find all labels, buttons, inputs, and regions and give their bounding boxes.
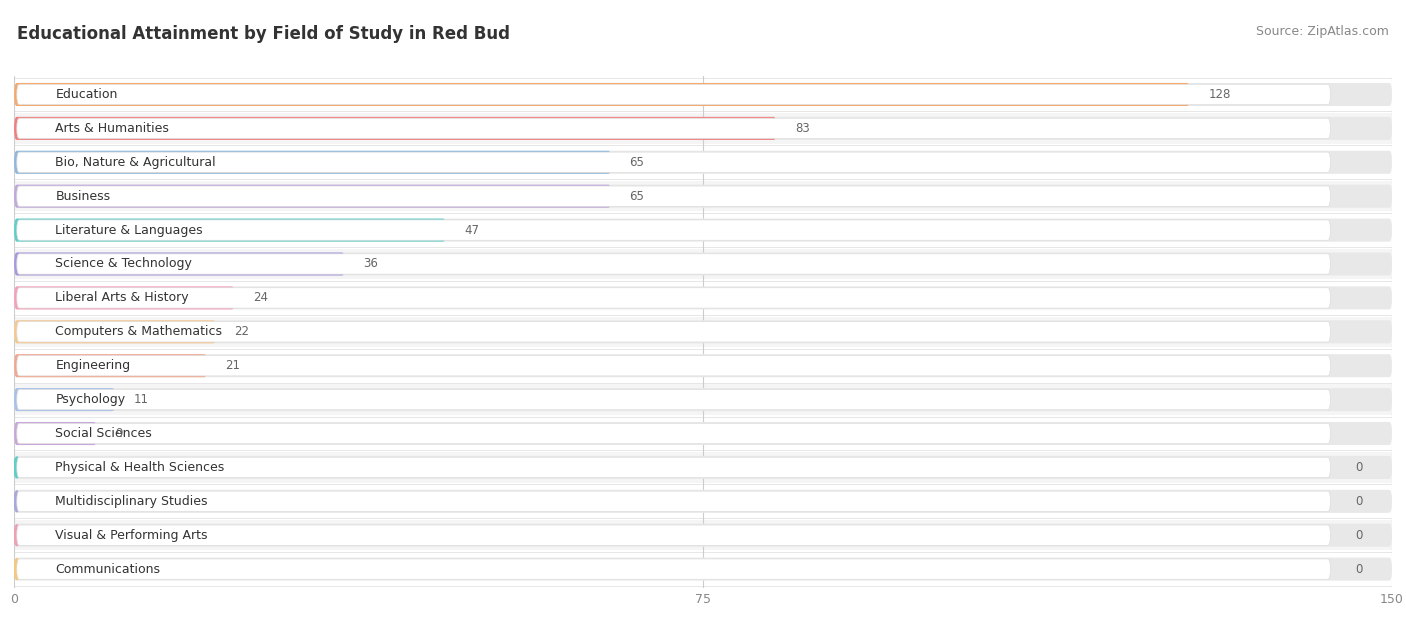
Text: 47: 47 bbox=[464, 224, 479, 236]
FancyBboxPatch shape bbox=[14, 151, 1392, 174]
Text: 0: 0 bbox=[1355, 461, 1362, 474]
FancyBboxPatch shape bbox=[14, 283, 1392, 313]
FancyBboxPatch shape bbox=[14, 252, 1392, 276]
Text: Psychology: Psychology bbox=[55, 393, 125, 406]
FancyBboxPatch shape bbox=[17, 356, 1330, 376]
Text: Educational Attainment by Field of Study in Red Bud: Educational Attainment by Field of Study… bbox=[17, 25, 510, 43]
FancyBboxPatch shape bbox=[14, 181, 1392, 212]
FancyBboxPatch shape bbox=[17, 559, 1330, 580]
FancyBboxPatch shape bbox=[14, 388, 1392, 411]
FancyBboxPatch shape bbox=[14, 113, 1392, 143]
Text: Science & Technology: Science & Technology bbox=[55, 257, 193, 270]
FancyBboxPatch shape bbox=[14, 320, 217, 343]
FancyBboxPatch shape bbox=[17, 220, 1330, 240]
FancyBboxPatch shape bbox=[17, 152, 1330, 173]
Text: Arts & Humanities: Arts & Humanities bbox=[55, 122, 169, 135]
FancyBboxPatch shape bbox=[14, 384, 1392, 415]
Text: Social Sciences: Social Sciences bbox=[55, 427, 152, 440]
Text: Physical & Health Sciences: Physical & Health Sciences bbox=[55, 461, 225, 474]
FancyBboxPatch shape bbox=[14, 286, 1392, 310]
FancyBboxPatch shape bbox=[14, 83, 1189, 106]
FancyBboxPatch shape bbox=[14, 557, 1392, 581]
FancyBboxPatch shape bbox=[17, 457, 1330, 478]
FancyBboxPatch shape bbox=[14, 351, 1392, 381]
Text: Engineering: Engineering bbox=[55, 359, 131, 372]
Text: 65: 65 bbox=[630, 190, 644, 203]
FancyBboxPatch shape bbox=[17, 525, 1330, 545]
Text: Liberal Arts & History: Liberal Arts & History bbox=[55, 291, 188, 305]
FancyBboxPatch shape bbox=[14, 215, 1392, 245]
FancyBboxPatch shape bbox=[14, 219, 446, 241]
FancyBboxPatch shape bbox=[14, 422, 1392, 445]
Text: Source: ZipAtlas.com: Source: ZipAtlas.com bbox=[1256, 25, 1389, 39]
FancyBboxPatch shape bbox=[17, 491, 1330, 511]
Text: 36: 36 bbox=[363, 257, 378, 270]
FancyBboxPatch shape bbox=[14, 286, 235, 310]
Text: 65: 65 bbox=[630, 156, 644, 169]
Text: 128: 128 bbox=[1208, 88, 1230, 101]
Text: 21: 21 bbox=[225, 359, 240, 372]
FancyBboxPatch shape bbox=[17, 186, 1330, 207]
FancyBboxPatch shape bbox=[14, 219, 1392, 241]
FancyBboxPatch shape bbox=[17, 423, 1330, 444]
Text: 83: 83 bbox=[794, 122, 810, 135]
Text: 11: 11 bbox=[134, 393, 149, 406]
FancyBboxPatch shape bbox=[17, 254, 1330, 274]
Text: 9: 9 bbox=[115, 427, 122, 440]
FancyBboxPatch shape bbox=[14, 354, 207, 377]
Text: Multidisciplinary Studies: Multidisciplinary Studies bbox=[55, 495, 208, 507]
FancyBboxPatch shape bbox=[17, 118, 1330, 138]
FancyBboxPatch shape bbox=[17, 322, 1330, 342]
Text: Bio, Nature & Agricultural: Bio, Nature & Agricultural bbox=[55, 156, 217, 169]
FancyBboxPatch shape bbox=[14, 520, 1392, 550]
FancyBboxPatch shape bbox=[14, 554, 1392, 585]
Text: 0: 0 bbox=[1355, 562, 1362, 576]
FancyBboxPatch shape bbox=[14, 452, 1392, 483]
Text: 24: 24 bbox=[253, 291, 269, 305]
FancyBboxPatch shape bbox=[14, 418, 1392, 449]
Text: Visual & Performing Arts: Visual & Performing Arts bbox=[55, 529, 208, 542]
Circle shape bbox=[14, 457, 20, 478]
FancyBboxPatch shape bbox=[14, 83, 1392, 106]
Text: 0: 0 bbox=[1355, 529, 1362, 542]
Text: 0: 0 bbox=[1355, 495, 1362, 507]
FancyBboxPatch shape bbox=[14, 354, 1392, 377]
FancyBboxPatch shape bbox=[14, 151, 612, 174]
Circle shape bbox=[14, 491, 20, 512]
Circle shape bbox=[14, 559, 20, 580]
Text: 22: 22 bbox=[235, 325, 249, 338]
Circle shape bbox=[14, 525, 20, 545]
FancyBboxPatch shape bbox=[14, 388, 115, 411]
FancyBboxPatch shape bbox=[14, 147, 1392, 178]
Text: Education: Education bbox=[55, 88, 118, 101]
FancyBboxPatch shape bbox=[14, 79, 1392, 110]
FancyBboxPatch shape bbox=[14, 486, 1392, 516]
FancyBboxPatch shape bbox=[14, 117, 1392, 140]
FancyBboxPatch shape bbox=[14, 490, 1392, 513]
FancyBboxPatch shape bbox=[14, 317, 1392, 347]
FancyBboxPatch shape bbox=[17, 84, 1330, 105]
FancyBboxPatch shape bbox=[14, 320, 1392, 343]
FancyBboxPatch shape bbox=[14, 524, 1392, 547]
FancyBboxPatch shape bbox=[17, 389, 1330, 410]
FancyBboxPatch shape bbox=[14, 252, 344, 276]
Text: Computers & Mathematics: Computers & Mathematics bbox=[55, 325, 222, 338]
FancyBboxPatch shape bbox=[14, 185, 612, 208]
FancyBboxPatch shape bbox=[14, 185, 1392, 208]
Text: Communications: Communications bbox=[55, 562, 160, 576]
FancyBboxPatch shape bbox=[14, 422, 97, 445]
FancyBboxPatch shape bbox=[14, 117, 776, 140]
FancyBboxPatch shape bbox=[17, 288, 1330, 308]
Text: Business: Business bbox=[55, 190, 111, 203]
FancyBboxPatch shape bbox=[14, 456, 1392, 479]
Text: Literature & Languages: Literature & Languages bbox=[55, 224, 202, 236]
FancyBboxPatch shape bbox=[14, 249, 1392, 279]
